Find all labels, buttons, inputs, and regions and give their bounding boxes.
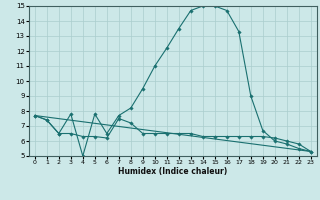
- X-axis label: Humidex (Indice chaleur): Humidex (Indice chaleur): [118, 167, 228, 176]
